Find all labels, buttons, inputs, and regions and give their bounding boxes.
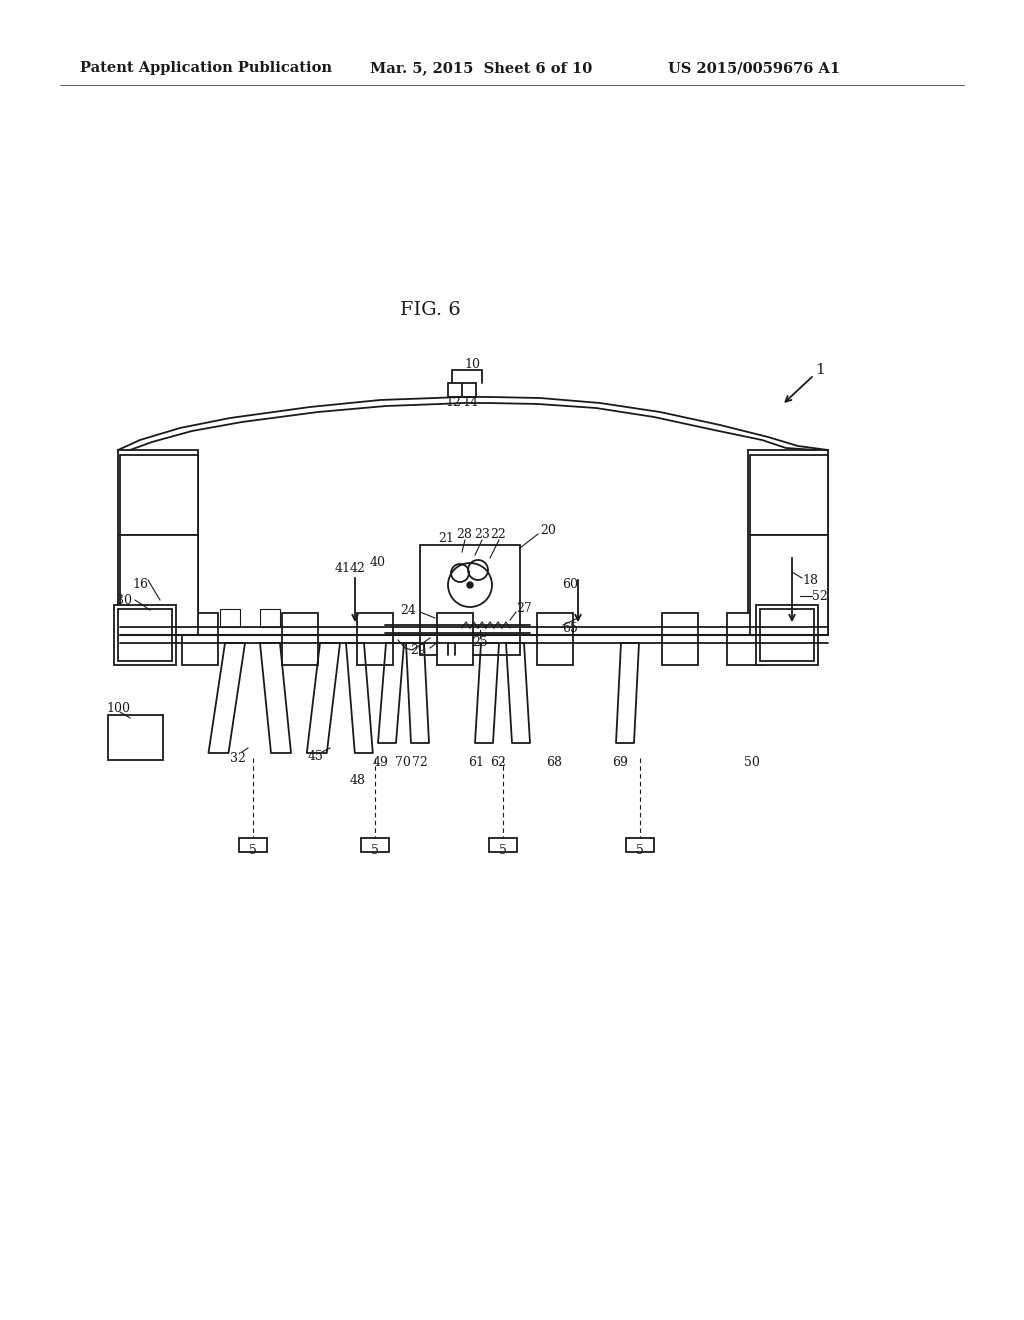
Bar bbox=[727, 612, 763, 665]
Bar bbox=[120, 535, 198, 635]
Bar bbox=[748, 450, 828, 635]
Bar bbox=[437, 612, 473, 665]
Text: 29: 29 bbox=[411, 644, 426, 656]
Text: 16: 16 bbox=[132, 578, 148, 590]
Circle shape bbox=[467, 582, 473, 587]
Text: 42: 42 bbox=[350, 561, 366, 574]
Text: Mar. 5, 2015  Sheet 6 of 10: Mar. 5, 2015 Sheet 6 of 10 bbox=[370, 61, 592, 75]
Bar bbox=[220, 609, 240, 627]
Text: 69: 69 bbox=[612, 755, 628, 768]
Text: 21: 21 bbox=[438, 532, 454, 544]
Text: 62: 62 bbox=[490, 755, 506, 768]
Text: 10: 10 bbox=[464, 359, 480, 371]
Bar bbox=[626, 838, 654, 851]
Text: 30: 30 bbox=[116, 594, 132, 606]
Bar bbox=[114, 605, 176, 665]
Text: 5: 5 bbox=[636, 843, 644, 857]
Bar bbox=[282, 612, 318, 665]
Text: 25: 25 bbox=[472, 635, 487, 648]
Text: 12: 12 bbox=[445, 396, 461, 409]
Bar bbox=[756, 605, 818, 665]
Bar bbox=[489, 838, 517, 851]
Text: 60: 60 bbox=[562, 578, 578, 591]
Text: 28: 28 bbox=[456, 528, 472, 540]
Text: 24: 24 bbox=[400, 603, 416, 616]
Bar bbox=[260, 609, 280, 627]
Text: 72: 72 bbox=[412, 755, 428, 768]
Bar bbox=[537, 612, 573, 665]
Text: 48: 48 bbox=[350, 774, 366, 787]
Text: 100: 100 bbox=[106, 701, 130, 714]
Text: 50: 50 bbox=[744, 755, 760, 768]
Bar bbox=[118, 609, 172, 661]
Text: FIG. 6: FIG. 6 bbox=[399, 301, 461, 319]
Bar bbox=[750, 535, 828, 635]
Text: 18: 18 bbox=[802, 573, 818, 586]
Bar bbox=[120, 455, 198, 535]
Bar bbox=[420, 545, 520, 655]
Text: 45: 45 bbox=[308, 750, 324, 763]
Bar bbox=[662, 612, 698, 665]
Text: Patent Application Publication: Patent Application Publication bbox=[80, 61, 332, 75]
Text: 32: 32 bbox=[230, 751, 246, 764]
Text: 5: 5 bbox=[249, 843, 257, 857]
Text: 5: 5 bbox=[371, 843, 379, 857]
Text: 41: 41 bbox=[335, 561, 351, 574]
Text: 70: 70 bbox=[395, 755, 411, 768]
Bar bbox=[182, 612, 218, 665]
Text: 1: 1 bbox=[815, 363, 825, 378]
Bar bbox=[449, 383, 476, 397]
Text: 52: 52 bbox=[812, 590, 827, 602]
Bar bbox=[361, 838, 389, 851]
Text: 68: 68 bbox=[546, 755, 562, 768]
Text: 5: 5 bbox=[499, 843, 507, 857]
Text: 40: 40 bbox=[370, 557, 386, 569]
Bar bbox=[357, 612, 393, 665]
Bar bbox=[108, 715, 163, 760]
Text: 27: 27 bbox=[516, 602, 531, 615]
Text: 20: 20 bbox=[540, 524, 556, 536]
Text: 22: 22 bbox=[490, 528, 506, 540]
Text: 61: 61 bbox=[468, 755, 484, 768]
Text: US 2015/0059676 A1: US 2015/0059676 A1 bbox=[668, 61, 840, 75]
Text: 23: 23 bbox=[474, 528, 489, 540]
Bar bbox=[239, 838, 267, 851]
Bar bbox=[760, 609, 814, 661]
Bar bbox=[750, 455, 828, 535]
Text: 65: 65 bbox=[562, 622, 578, 635]
Bar bbox=[118, 450, 198, 635]
Text: 49: 49 bbox=[373, 755, 389, 768]
Text: 14: 14 bbox=[462, 396, 478, 409]
